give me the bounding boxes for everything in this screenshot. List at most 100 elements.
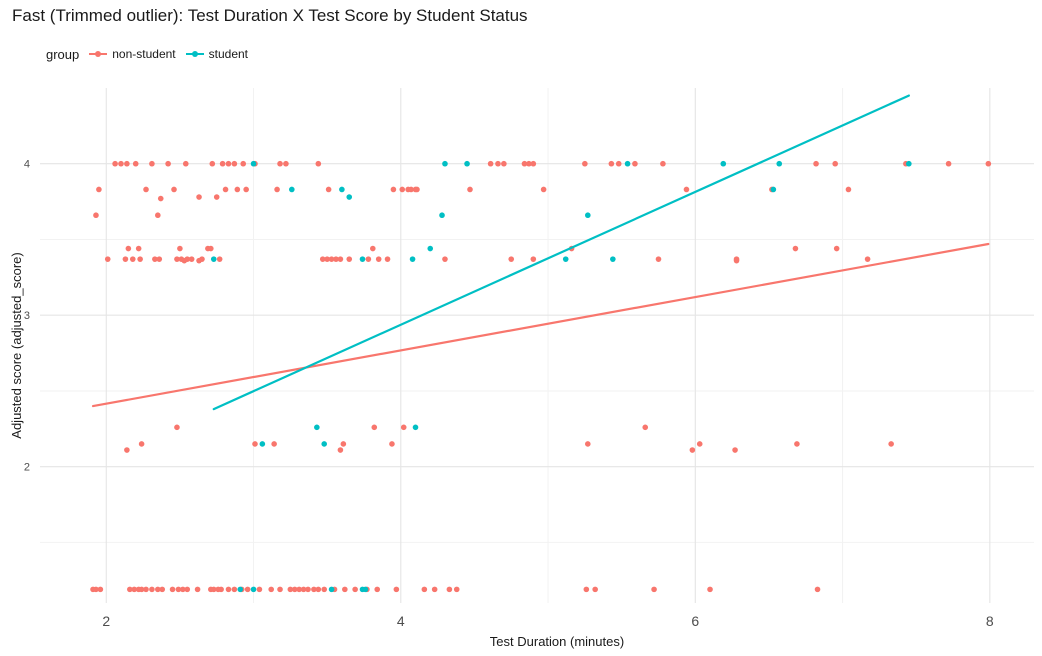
point-student — [906, 160, 912, 167]
point-student — [427, 245, 434, 252]
legend-key-student — [185, 48, 204, 60]
point-non-student — [132, 160, 139, 167]
point-non-student — [792, 245, 799, 252]
point-non-student — [315, 160, 322, 167]
point-non-student — [271, 441, 277, 447]
point-non-student — [300, 586, 307, 593]
point-non-student — [495, 160, 501, 167]
point-student — [259, 441, 266, 447]
point-non-student — [325, 186, 332, 193]
point-student — [562, 256, 569, 262]
point-non-student — [390, 186, 397, 193]
point-non-student — [582, 160, 588, 167]
point-non-student — [453, 586, 460, 593]
point-non-student — [442, 256, 448, 262]
point-student — [585, 212, 591, 219]
point-student — [314, 424, 320, 431]
point-non-student — [328, 256, 335, 262]
point-non-student — [225, 160, 232, 167]
point-student — [439, 212, 445, 219]
point-non-student — [118, 160, 124, 167]
point-non-student — [138, 586, 145, 593]
point-non-student — [733, 256, 740, 262]
point-non-student — [467, 186, 473, 193]
point-non-student — [945, 160, 952, 167]
point-non-student — [342, 586, 348, 593]
point-non-student — [319, 256, 326, 262]
legend-label-student: student — [208, 47, 249, 61]
point-non-student — [384, 256, 391, 262]
point-student — [776, 160, 783, 167]
point-non-student — [131, 586, 138, 593]
point-non-student — [311, 586, 317, 593]
point-non-student — [393, 586, 400, 593]
point-non-student — [252, 441, 258, 447]
point-student — [328, 586, 335, 593]
point-non-student — [683, 186, 690, 193]
point-non-student — [521, 160, 528, 167]
point-non-student — [287, 586, 294, 593]
point-student — [250, 586, 257, 593]
legend: group non-student student — [46, 45, 258, 63]
point-non-student — [689, 447, 696, 453]
point-non-student — [296, 586, 302, 593]
point-non-student — [651, 586, 657, 593]
point-non-student — [305, 586, 311, 593]
point-non-student — [833, 245, 840, 252]
point-non-student — [501, 160, 507, 167]
x-tick-label: 4 — [397, 613, 405, 629]
point-non-student — [813, 160, 819, 167]
point-non-student — [96, 186, 102, 193]
point-non-student — [104, 256, 111, 262]
point-non-student — [888, 441, 894, 447]
point-non-student — [431, 586, 438, 593]
point-non-student — [508, 256, 515, 262]
point-non-student — [540, 186, 547, 193]
point-non-student — [608, 160, 615, 167]
point-non-student — [592, 586, 598, 593]
point-non-student — [218, 586, 224, 593]
chart-title: Fast (Trimmed outlier): Test Duration X … — [12, 6, 528, 25]
point-non-student — [231, 586, 238, 593]
point-non-student — [315, 586, 322, 593]
point-non-student — [530, 256, 537, 262]
point-non-student — [370, 245, 376, 252]
y-axis-title: Adjusted score (adjusted_score) — [9, 252, 24, 438]
point-non-student — [256, 586, 263, 593]
legend-label-non-student: non-student — [112, 47, 176, 61]
point-non-student — [182, 160, 189, 167]
point-non-student — [234, 186, 241, 193]
point-non-student — [274, 186, 280, 193]
point-student — [624, 160, 631, 167]
point-non-student — [175, 586, 182, 593]
point-student — [237, 586, 244, 593]
point-non-student — [143, 586, 149, 593]
point-non-student — [794, 441, 800, 447]
point-non-student — [732, 447, 738, 453]
point-non-student — [225, 586, 232, 593]
point-non-student — [174, 424, 180, 431]
point-non-student — [243, 186, 249, 193]
x-axis-title: Test Duration (minutes) — [490, 634, 624, 649]
point-non-student — [375, 256, 382, 262]
point-student — [412, 424, 419, 431]
point-non-student — [208, 245, 214, 252]
point-non-student — [585, 441, 591, 447]
point-student — [464, 160, 470, 167]
point-non-student — [268, 586, 274, 593]
point-non-student — [138, 441, 145, 447]
point-non-student — [216, 256, 223, 262]
point-non-student — [143, 186, 149, 193]
point-student — [359, 256, 366, 262]
point-non-student — [337, 256, 344, 262]
point-non-student — [487, 160, 494, 167]
point-student — [321, 441, 328, 447]
y-tick-label: 2 — [24, 462, 30, 474]
point-non-student — [632, 160, 638, 167]
point-non-student — [112, 160, 118, 167]
point-non-student — [137, 256, 143, 262]
point-non-student — [240, 160, 247, 167]
point-non-student — [97, 586, 104, 593]
x-tick-label: 6 — [691, 613, 699, 629]
point-student — [409, 256, 416, 262]
